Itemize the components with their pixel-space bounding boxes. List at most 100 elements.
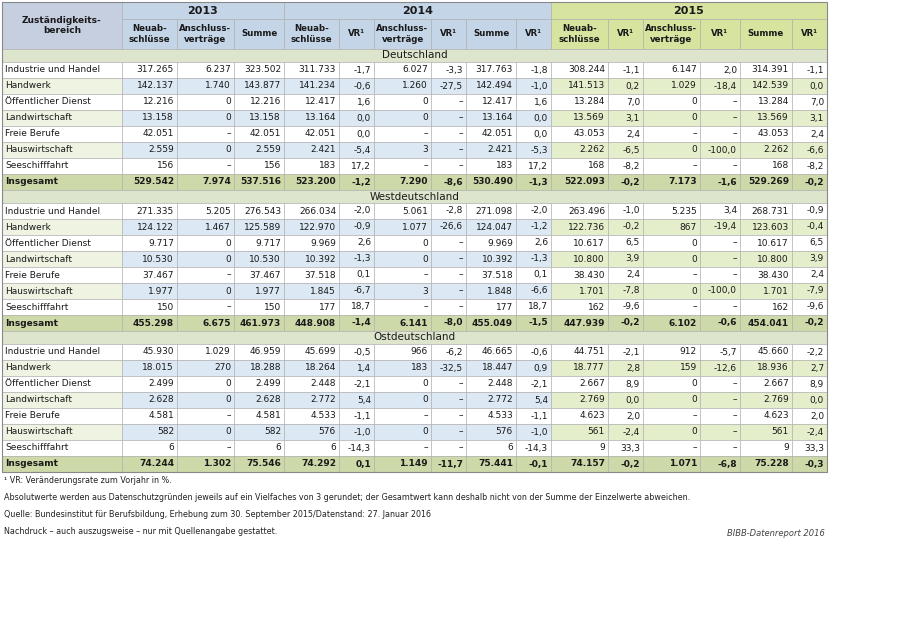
Bar <box>177 344 234 360</box>
Bar <box>339 62 374 78</box>
Text: Handwerk: Handwerk <box>5 222 50 231</box>
Text: –: – <box>424 271 428 280</box>
Text: 0: 0 <box>225 428 231 437</box>
Text: 263.496: 263.496 <box>568 206 605 215</box>
Bar <box>284 315 339 331</box>
Text: Insgesamt: Insgesamt <box>5 460 58 469</box>
Text: –: – <box>458 114 463 123</box>
Bar <box>339 126 374 142</box>
Bar <box>234 78 284 94</box>
Bar <box>284 344 339 360</box>
Text: 10.617: 10.617 <box>758 239 789 248</box>
Text: 2,0: 2,0 <box>810 412 824 421</box>
Text: -0,9: -0,9 <box>806 206 824 215</box>
Text: –: – <box>692 412 697 421</box>
Bar <box>234 344 284 360</box>
Bar <box>339 94 374 110</box>
Text: 75.546: 75.546 <box>246 460 281 469</box>
Bar <box>608 158 643 174</box>
Text: 0,1: 0,1 <box>356 271 371 280</box>
Text: –: – <box>458 412 463 421</box>
Bar <box>284 299 339 315</box>
Bar <box>284 392 339 408</box>
Bar <box>122 344 177 360</box>
Text: Hauswirtschaft: Hauswirtschaft <box>5 428 73 437</box>
Bar <box>740 158 792 174</box>
Text: Nachdruck – auch auszugsweise – nur mit Quellenangabe gestattet.: Nachdruck – auch auszugsweise – nur mit … <box>4 527 277 536</box>
Bar <box>643 203 700 219</box>
Bar <box>431 299 466 315</box>
Text: 4.533: 4.533 <box>487 412 513 421</box>
Bar <box>234 62 284 78</box>
Text: 0,0: 0,0 <box>810 82 824 91</box>
Bar <box>2 392 122 408</box>
Text: 177: 177 <box>319 302 336 311</box>
Text: Öffentlicher Dienst: Öffentlicher Dienst <box>5 98 91 107</box>
Text: 142.539: 142.539 <box>752 82 789 91</box>
Text: 38.430: 38.430 <box>573 271 605 280</box>
Text: 44.751: 44.751 <box>573 347 605 356</box>
Bar <box>740 408 792 424</box>
Bar <box>466 19 516 49</box>
Text: 13.158: 13.158 <box>142 114 174 123</box>
Text: -1,0: -1,0 <box>354 428 371 437</box>
Bar <box>608 110 643 126</box>
Text: 6.675: 6.675 <box>202 318 231 327</box>
Bar <box>284 94 339 110</box>
Text: 1.467: 1.467 <box>205 222 231 231</box>
Text: Summe: Summe <box>472 30 509 39</box>
Bar <box>608 344 643 360</box>
Bar <box>431 360 466 376</box>
Bar <box>551 203 608 219</box>
Text: 42.051: 42.051 <box>482 129 513 138</box>
Bar <box>374 408 431 424</box>
Text: –: – <box>458 379 463 388</box>
Bar <box>177 299 234 315</box>
Text: 45.660: 45.660 <box>758 347 789 356</box>
Text: 561: 561 <box>772 428 789 437</box>
Text: –: – <box>733 98 737 107</box>
Bar <box>431 219 466 235</box>
Text: -6,2: -6,2 <box>446 347 463 356</box>
Bar <box>551 376 608 392</box>
Text: 5.061: 5.061 <box>402 206 428 215</box>
Text: 9: 9 <box>783 444 789 453</box>
Bar <box>516 174 551 190</box>
Text: 9.717: 9.717 <box>148 239 174 248</box>
Bar <box>551 78 608 94</box>
Bar <box>122 299 177 315</box>
Text: -1,3: -1,3 <box>354 255 371 264</box>
Text: 6,5: 6,5 <box>626 239 640 248</box>
Text: Neuab-
schlüsse: Neuab- schlüsse <box>291 24 332 44</box>
Bar <box>608 94 643 110</box>
Bar <box>792 299 827 315</box>
Bar <box>122 315 177 331</box>
Bar <box>122 174 177 190</box>
Bar <box>431 315 466 331</box>
Text: 5.235: 5.235 <box>671 206 697 215</box>
Bar <box>122 126 177 142</box>
Text: -2,1: -2,1 <box>623 347 640 356</box>
Text: Neuab-
schlüsse: Neuab- schlüsse <box>559 24 600 44</box>
Text: -0,2: -0,2 <box>620 460 640 469</box>
Text: -6,8: -6,8 <box>717 460 737 469</box>
Text: Westdeutschland: Westdeutschland <box>370 192 459 201</box>
Bar <box>122 78 177 94</box>
Bar <box>740 267 792 283</box>
Text: 0: 0 <box>225 145 231 154</box>
Bar <box>740 62 792 78</box>
Bar <box>284 219 339 235</box>
Bar <box>608 299 643 315</box>
Text: 4.581: 4.581 <box>148 412 174 421</box>
Text: -1,3: -1,3 <box>530 255 548 264</box>
Bar <box>700 126 740 142</box>
Text: 37.518: 37.518 <box>304 271 336 280</box>
Text: 45.930: 45.930 <box>142 347 174 356</box>
Bar <box>339 235 374 251</box>
Bar <box>740 251 792 267</box>
Text: Quelle: Bundesinstitut für Berufsbildung, Erhebung zum 30. September 2015/Datens: Quelle: Bundesinstitut für Berufsbildung… <box>4 510 431 519</box>
Bar <box>740 174 792 190</box>
Text: 3: 3 <box>422 287 428 296</box>
Bar <box>792 315 827 331</box>
Bar <box>339 283 374 299</box>
